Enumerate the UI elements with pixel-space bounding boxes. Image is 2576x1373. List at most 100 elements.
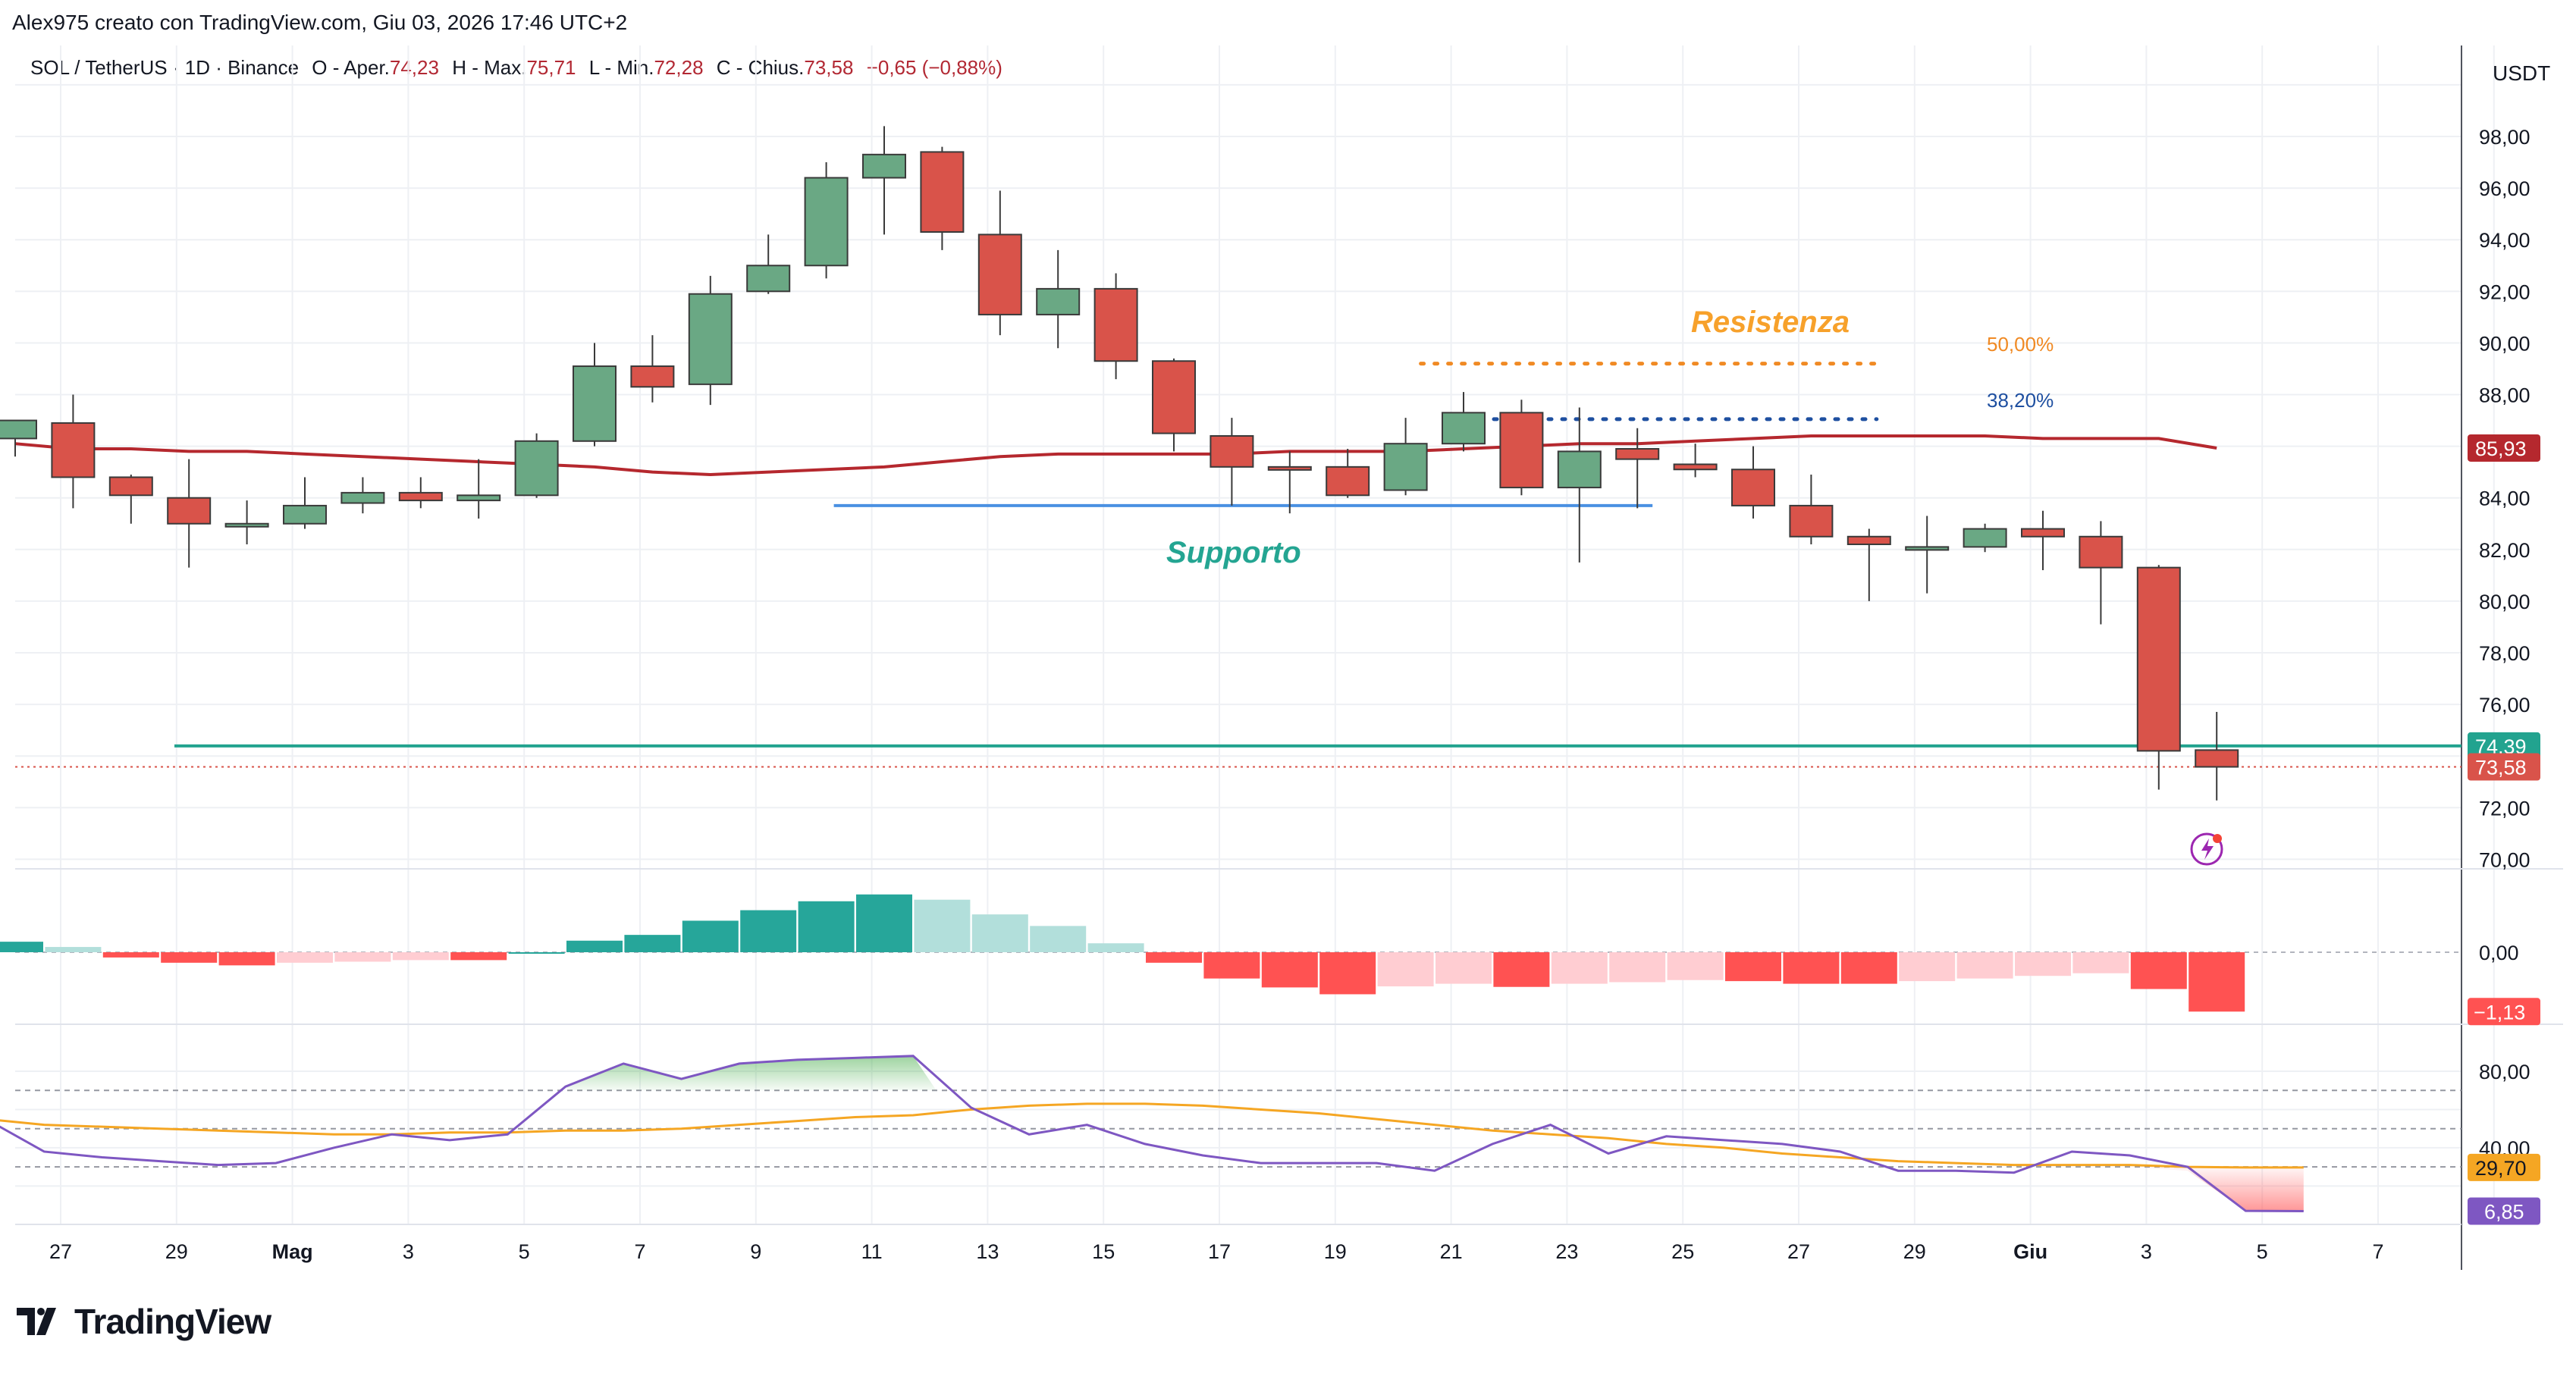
macd-bar (2130, 952, 2187, 989)
candle-body (1789, 504, 1834, 538)
macd-zero-tick: 0,00 (2479, 942, 2519, 964)
symbol-legend: SOL / TetherUS · 1D · Binance O - Aper.7… (30, 56, 1002, 80)
rsi-ma-label: 29,70 (2475, 1157, 2527, 1180)
macd-bar (798, 901, 855, 952)
x-tick: 7 (2372, 1240, 2383, 1263)
moving-average-line (14, 434, 2217, 477)
macd-bar (856, 894, 912, 952)
macd-bar (1146, 952, 1202, 963)
price-tick: 80,00 (2479, 591, 2531, 613)
candle-body (0, 419, 37, 440)
price-label: 85,93 (2475, 437, 2527, 460)
x-tick: 3 (403, 1240, 414, 1263)
candle-body (2195, 749, 2239, 768)
candle-body (1846, 535, 1891, 545)
price-tick: 84,00 (2479, 487, 2531, 510)
alert-icon (2190, 832, 2223, 866)
candle-body (1615, 448, 1660, 460)
candle-body (2021, 528, 2065, 538)
macd-bar (1203, 952, 1260, 979)
rsi-ma-line (0, 1102, 2304, 1169)
price-tick: 88,00 (2479, 384, 2531, 407)
open-label: O - Aper. (312, 56, 390, 79)
macd-bar (2015, 952, 2071, 976)
change-value: −0,65 (−0,88%) (866, 56, 1002, 79)
macd-bar (1667, 952, 1724, 980)
symbol-name[interactable]: SOL / TetherUS · 1D · Binance (30, 56, 300, 79)
macd-bar (1609, 952, 1666, 983)
alert-bolt-icon (2201, 839, 2214, 860)
x-tick: Mag (272, 1240, 313, 1263)
price-label-box (2468, 732, 2540, 760)
macd-bar (2189, 952, 2245, 1012)
open-value: 74,23 (389, 56, 439, 79)
x-tick: 27 (49, 1240, 72, 1263)
candle-body (1152, 360, 1196, 434)
macd-bar (682, 920, 739, 952)
rsi-label-box (2468, 1197, 2540, 1225)
macd-bar (277, 952, 333, 963)
x-tick: 21 (1440, 1240, 1463, 1263)
rsi-overbought-fill (565, 1055, 937, 1091)
price-label-box (2468, 753, 2540, 781)
macd-bar (566, 940, 623, 952)
candle-body (2079, 535, 2123, 569)
macd-bar (508, 952, 565, 954)
close-value: 73,58 (804, 56, 854, 79)
candle-body (1499, 412, 1544, 489)
price-label: 73,58 (2475, 757, 2527, 779)
macd-bar (1319, 952, 1376, 995)
x-tick: 23 (1555, 1240, 1578, 1263)
grid (15, 45, 2495, 1224)
price-tick: 72,00 (2479, 797, 2531, 820)
brand-name: TradingView (74, 1302, 271, 1341)
x-tick: 27 (1787, 1240, 1810, 1263)
candle-body (688, 293, 733, 385)
price-tick: 96,00 (2479, 177, 2531, 200)
macd-bar (1783, 952, 1840, 984)
rsi-tick: 80,00 (2479, 1061, 2531, 1083)
rsi-label: 6,85 (2484, 1201, 2524, 1224)
tradingview-logo[interactable]: TradingView (17, 1301, 271, 1342)
tradingview-logo-icon (17, 1308, 56, 1335)
x-tick: 13 (976, 1240, 999, 1263)
macd-bar (914, 899, 971, 952)
x-tick: 19 (1324, 1240, 1347, 1263)
candle-body (108, 476, 153, 497)
candle-body (1267, 466, 1312, 471)
annotations: Resistenza Supporto 50,00% 38,20% (1166, 306, 2223, 866)
alert-dot-icon (2213, 834, 2222, 843)
candle-body (1383, 443, 1428, 491)
macd-bar (334, 952, 391, 962)
x-tick: 7 (634, 1240, 645, 1263)
candle-body (1442, 412, 1486, 445)
candle-body (862, 153, 906, 179)
author-note: Alex975 creato con TradingView.com, Giu … (12, 11, 628, 34)
close-label: C - Chius. (716, 56, 805, 79)
high-value: 75,71 (526, 56, 576, 79)
candle-body (1326, 466, 1370, 497)
candle-body (224, 522, 269, 528)
low-value: 72,28 (654, 56, 704, 79)
macd-bar (1261, 952, 1318, 988)
candle-body (1905, 546, 1950, 551)
high-label: H - Max. (452, 56, 527, 79)
candle-body (977, 234, 1022, 315)
x-tick: Giu (2013, 1240, 2047, 1263)
macd-label-box (2468, 998, 2540, 1026)
panel-borders (15, 45, 2563, 1270)
macd-bar (971, 914, 1028, 952)
price-tick: 70,00 (2479, 848, 2531, 871)
candle-body (51, 422, 96, 478)
candle-body (514, 440, 559, 497)
macd-bar (45, 947, 102, 952)
candle-body (167, 497, 212, 525)
levels (15, 362, 2461, 768)
price-tick: 94,00 (2479, 229, 2531, 252)
candle-body (1210, 434, 1254, 468)
macd-bar (450, 952, 507, 961)
candle-body (920, 151, 965, 233)
candles (0, 126, 2239, 801)
candle-body (283, 504, 327, 525)
